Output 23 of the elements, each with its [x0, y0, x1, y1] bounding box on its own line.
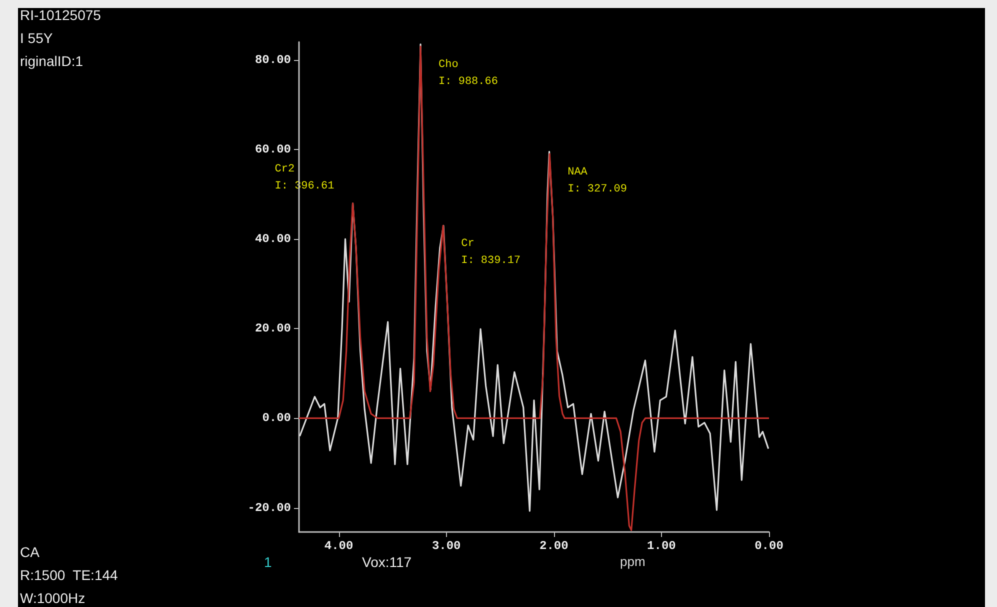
x-tick-label: 0.00	[754, 539, 784, 553]
text: R:1500 TE:144	[20, 567, 118, 583]
annotation: Cr I: 839.17	[461, 238, 521, 268]
x-tick-label: 3.00	[432, 539, 461, 553]
text: I 55Y	[20, 30, 54, 46]
text: 1	[264, 554, 272, 570]
text: riginalID:1	[20, 53, 84, 69]
x-axis-title: ppm	[620, 554, 646, 569]
text: W:1000Hz	[20, 590, 86, 606]
text: RI-10125075	[20, 7, 102, 23]
annotation: NAA I: 327.09	[568, 166, 628, 196]
x-tick-label: 1.00	[647, 539, 676, 553]
x-tick-label: 2.00	[539, 539, 568, 553]
y-tick-label: 0.00	[262, 411, 291, 426]
x-tick-label: 4.00	[324, 539, 354, 553]
text: Vox:117	[362, 554, 412, 570]
y-tick-label: 20.00	[254, 322, 291, 336]
y-tick-label: 80.00	[254, 52, 291, 67]
y-tick-label: 40.00	[254, 232, 291, 246]
y-tick-label: -20.00	[248, 500, 291, 515]
y-tick-label: 60.00	[254, 142, 291, 156]
annotation: Cho I: 988.66	[438, 58, 498, 88]
text: CA	[20, 544, 40, 560]
